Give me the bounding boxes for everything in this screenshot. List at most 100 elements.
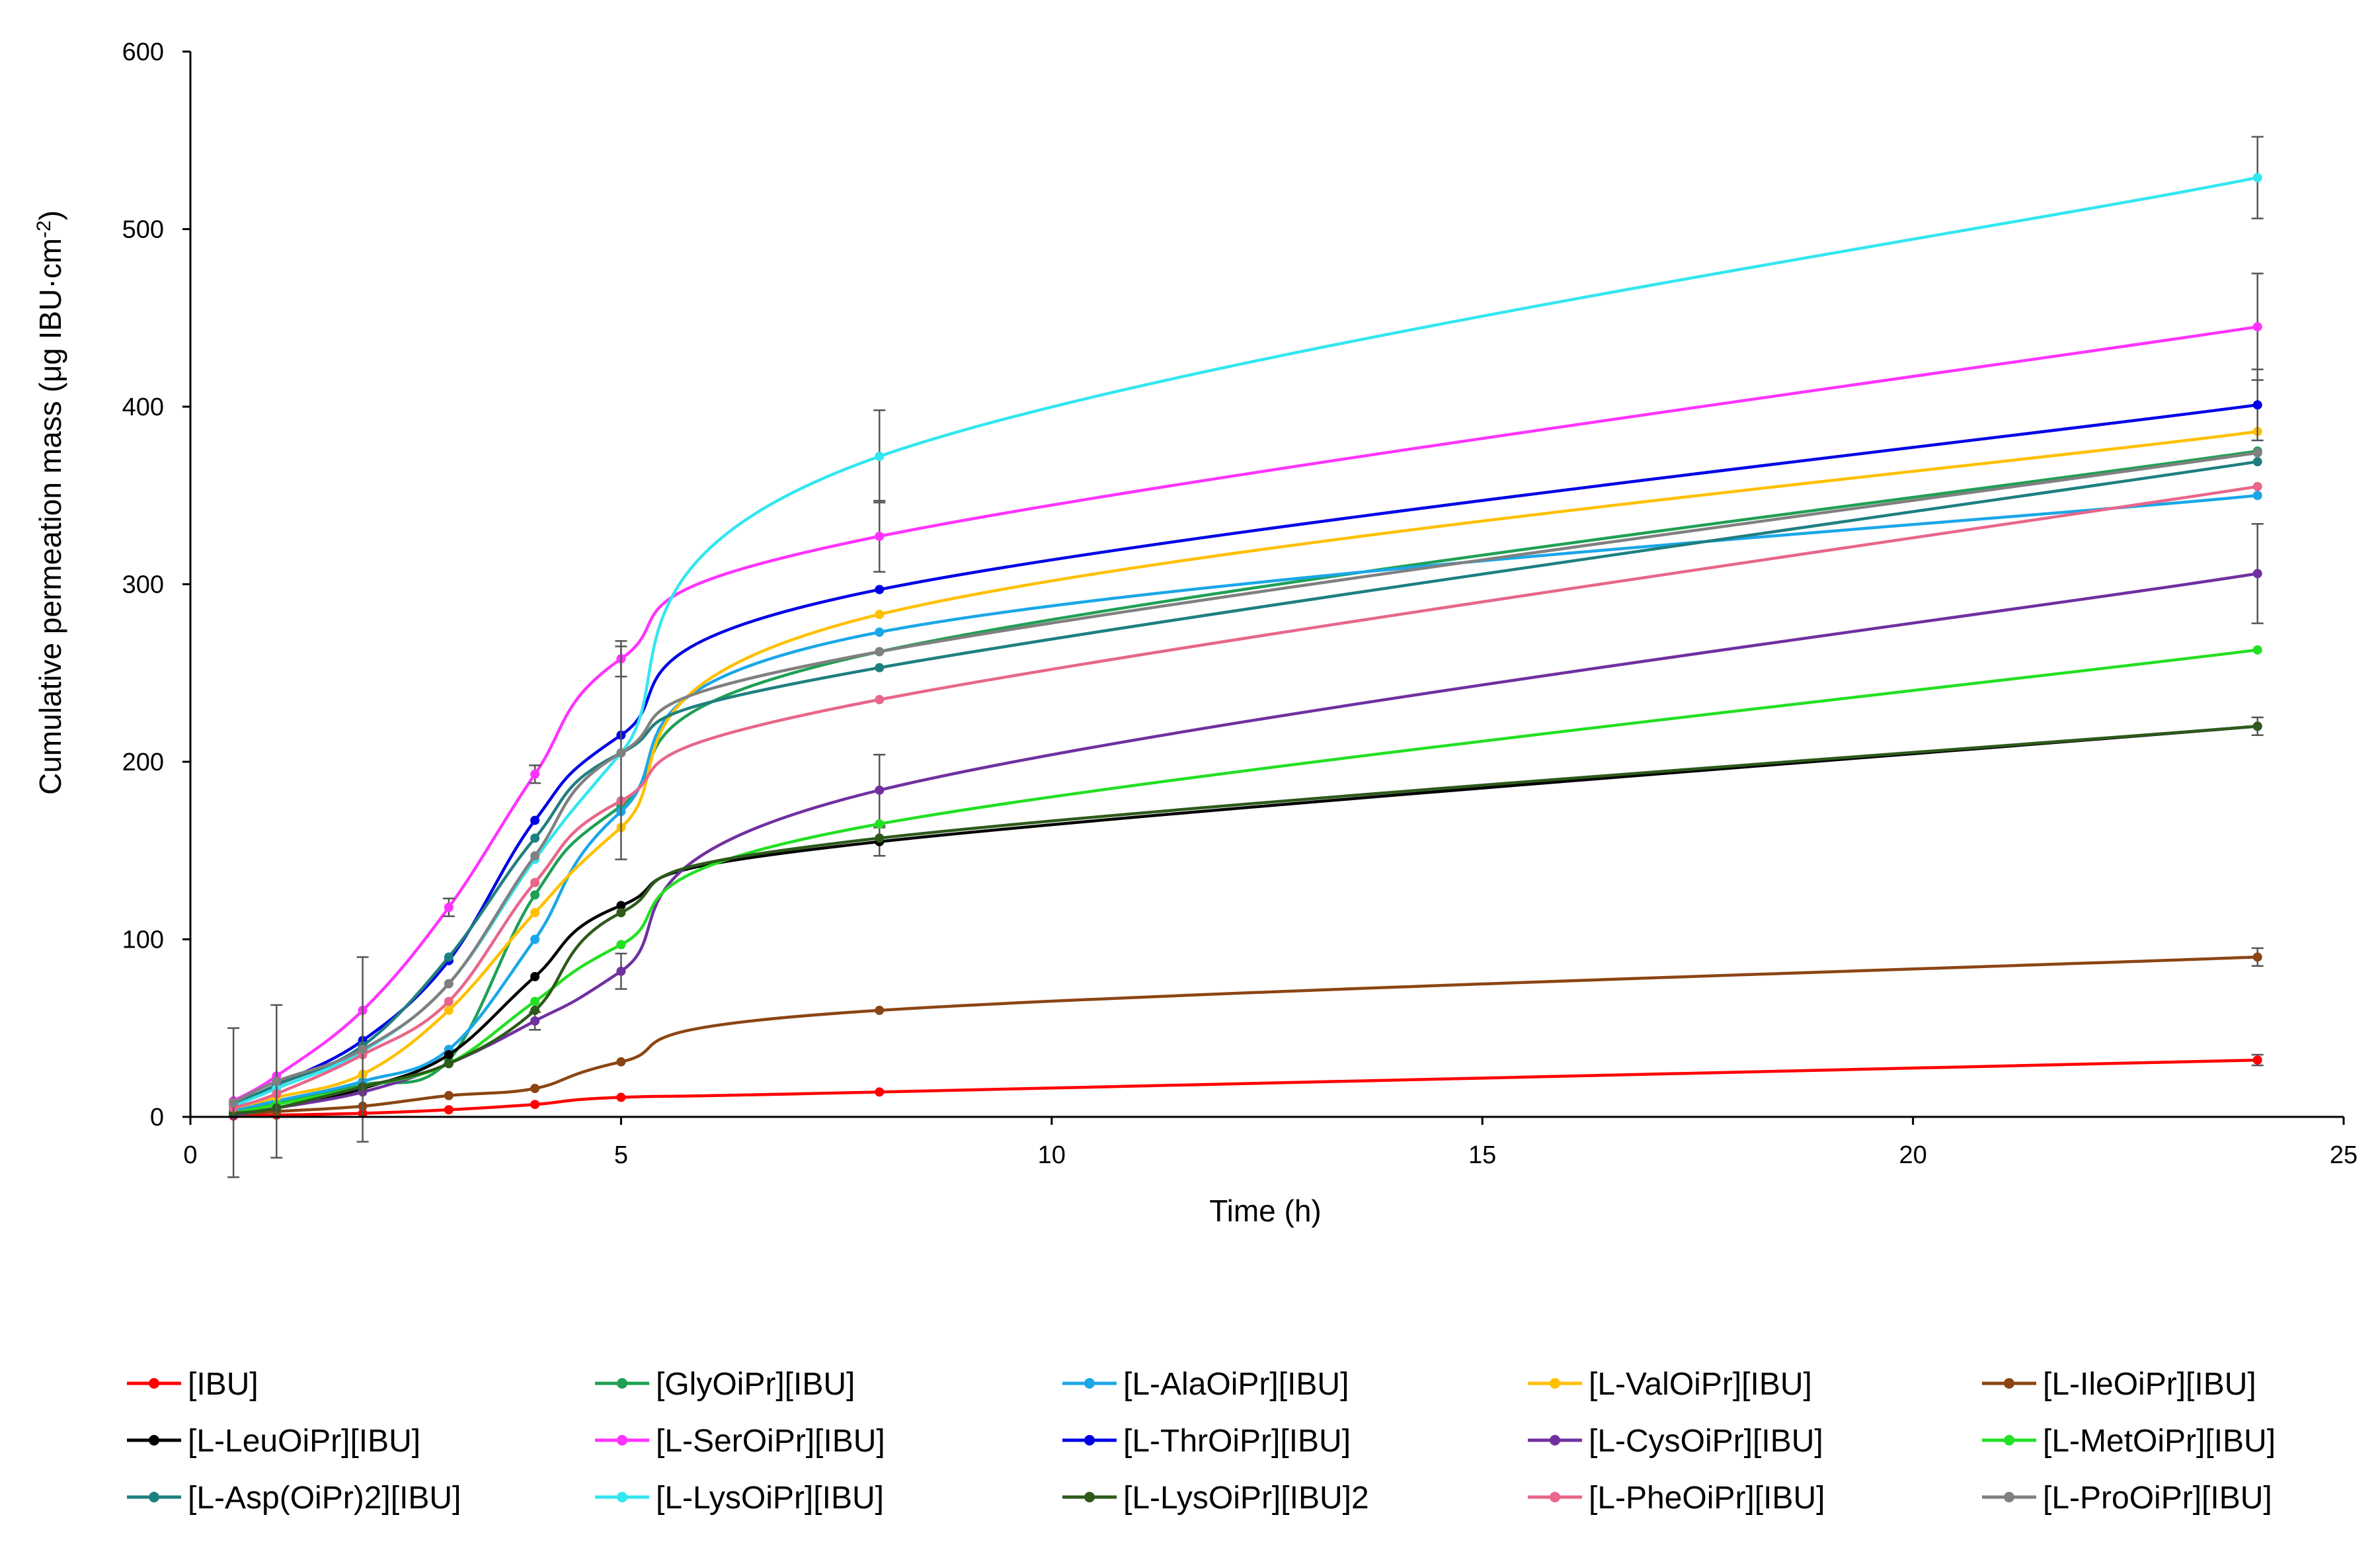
legend-swatch-marker xyxy=(149,1378,159,1389)
x-tick-label: 25 xyxy=(2330,1141,2358,1169)
data-point xyxy=(530,1016,540,1026)
x-tick-label: 0 xyxy=(183,1141,197,1169)
legend-label: [L-CysOiPr][IBU] xyxy=(1589,1424,1823,1459)
legend-label: [L-SerOiPr][IBU] xyxy=(656,1424,885,1459)
data-point xyxy=(2252,481,2262,491)
y-axis-title: Cumulative permeation mass (μg IBU·cm-2) xyxy=(33,210,68,795)
x-tick-label: 10 xyxy=(1038,1141,1066,1169)
y-axis-title-main: Cumulative permeation mass (μg IBU·cm xyxy=(33,238,67,795)
y-tick-label: 200 xyxy=(122,749,164,776)
data-point xyxy=(530,997,540,1006)
legend-item: [L-SerOiPr][IBU] xyxy=(595,1424,885,1459)
legend-item: [L-MetOiPr][IBU] xyxy=(1982,1424,2276,1459)
y-tick-label: 0 xyxy=(150,1104,164,1131)
data-point xyxy=(616,908,626,918)
y-tick-label: 500 xyxy=(122,216,164,244)
data-point xyxy=(875,663,885,673)
series-1 xyxy=(229,446,2262,1116)
x-tick-label: 15 xyxy=(1468,1141,1496,1169)
series-line xyxy=(233,725,2258,1115)
data-point xyxy=(530,851,540,861)
legend: [IBU] [GlyOiPr][IBU] [L-AlaOiPr][IBU] [L-Va… xyxy=(127,1367,2276,1516)
data-point xyxy=(875,1005,885,1015)
x-tick-label: 5 xyxy=(614,1141,628,1169)
legend-swatch-marker xyxy=(617,1378,627,1389)
data-point xyxy=(616,940,626,950)
legend-item: [L-ValOiPr][IBU] xyxy=(1528,1367,1812,1402)
legend-label: [L-ValOiPr][IBU] xyxy=(1589,1367,1812,1402)
legend-swatch-marker xyxy=(617,1435,627,1446)
legend-swatch-marker xyxy=(1084,1378,1095,1389)
data-point xyxy=(530,877,540,887)
y-tick-label: 300 xyxy=(122,571,164,599)
legend-swatch-marker xyxy=(2004,1492,2014,1502)
legend-item: [GlyOiPr][IBU] xyxy=(595,1367,855,1402)
legend-item: [L-PheOiPr][IBU] xyxy=(1528,1481,1825,1516)
legend-label: [L-IleOiPr][IBU] xyxy=(2043,1367,2256,1402)
data-point xyxy=(2252,322,2262,332)
legend-label: [IBU] xyxy=(188,1367,258,1402)
data-point xyxy=(444,1059,454,1069)
data-point xyxy=(272,1077,282,1086)
data-point xyxy=(616,901,626,911)
x-tick-label: 20 xyxy=(1899,1141,1926,1169)
data-point xyxy=(616,748,626,758)
legend-label: [L-PheOiPr][IBU] xyxy=(1589,1481,1825,1516)
axes xyxy=(189,52,2344,1118)
data-point xyxy=(2252,569,2262,579)
data-point xyxy=(875,1087,885,1097)
data-point xyxy=(229,1098,239,1108)
data-point xyxy=(616,966,626,976)
series-14 xyxy=(227,448,2262,1178)
data-point xyxy=(875,452,885,462)
data-point xyxy=(2252,448,2262,458)
legend-item: [L-CysOiPr][IBU] xyxy=(1528,1424,1823,1459)
data-point xyxy=(444,1005,454,1015)
data-point xyxy=(875,610,885,620)
data-point xyxy=(444,952,454,962)
data-point xyxy=(2252,645,2262,655)
legend-label: [L-LysOiPr][IBU]2 xyxy=(1123,1481,1369,1516)
data-point xyxy=(444,1090,454,1100)
legend-swatch-marker xyxy=(149,1492,159,1502)
series-line xyxy=(233,485,2258,1110)
data-point xyxy=(875,647,885,657)
series-line xyxy=(233,572,2258,1117)
y-tick-label: 400 xyxy=(122,393,164,421)
data-point xyxy=(875,785,885,795)
data-point xyxy=(530,1100,540,1110)
data-point xyxy=(875,532,885,542)
data-point xyxy=(616,1057,626,1067)
legend-swatch-marker xyxy=(2004,1435,2014,1446)
series-5 xyxy=(229,721,2262,1118)
data-point xyxy=(875,819,885,829)
data-point xyxy=(444,1050,454,1060)
y-axis-title-suffix: ) xyxy=(33,210,67,220)
legend-swatch-marker xyxy=(1084,1492,1095,1502)
legend-item: [L-LeuOiPr][IBU] xyxy=(127,1424,420,1459)
data-point xyxy=(2252,491,2262,501)
data-point xyxy=(875,833,885,843)
data-point xyxy=(2252,400,2262,410)
legend-label: [GlyOiPr][IBU] xyxy=(656,1367,855,1402)
y-axis-title-superscript: -2 xyxy=(33,220,55,238)
data-point xyxy=(444,1105,454,1115)
data-point xyxy=(530,908,540,918)
data-point xyxy=(875,585,885,594)
legend-label: [L-Asp(OiPr)2][IBU] xyxy=(188,1481,461,1516)
legend-item: [L-ProOiPr][IBU] xyxy=(1982,1481,2272,1516)
data-point xyxy=(530,769,540,779)
y-tick-label: 100 xyxy=(122,926,164,954)
legend-label: [L-AlaOiPr][IBU] xyxy=(1123,1367,1349,1402)
legend-label: [L-LeuOiPr][IBU] xyxy=(188,1424,420,1459)
data-point xyxy=(2252,457,2262,467)
data-point xyxy=(530,833,540,843)
legend-item: [L-Asp(OiPr)2][IBU] xyxy=(127,1481,461,1516)
data-point xyxy=(530,815,540,825)
data-point xyxy=(2252,952,2262,962)
data-point xyxy=(444,979,454,989)
legend-swatch-marker xyxy=(1084,1435,1095,1446)
data-point xyxy=(530,1005,540,1015)
legend-label: [L-ThrOiPr][IBU] xyxy=(1123,1424,1351,1459)
